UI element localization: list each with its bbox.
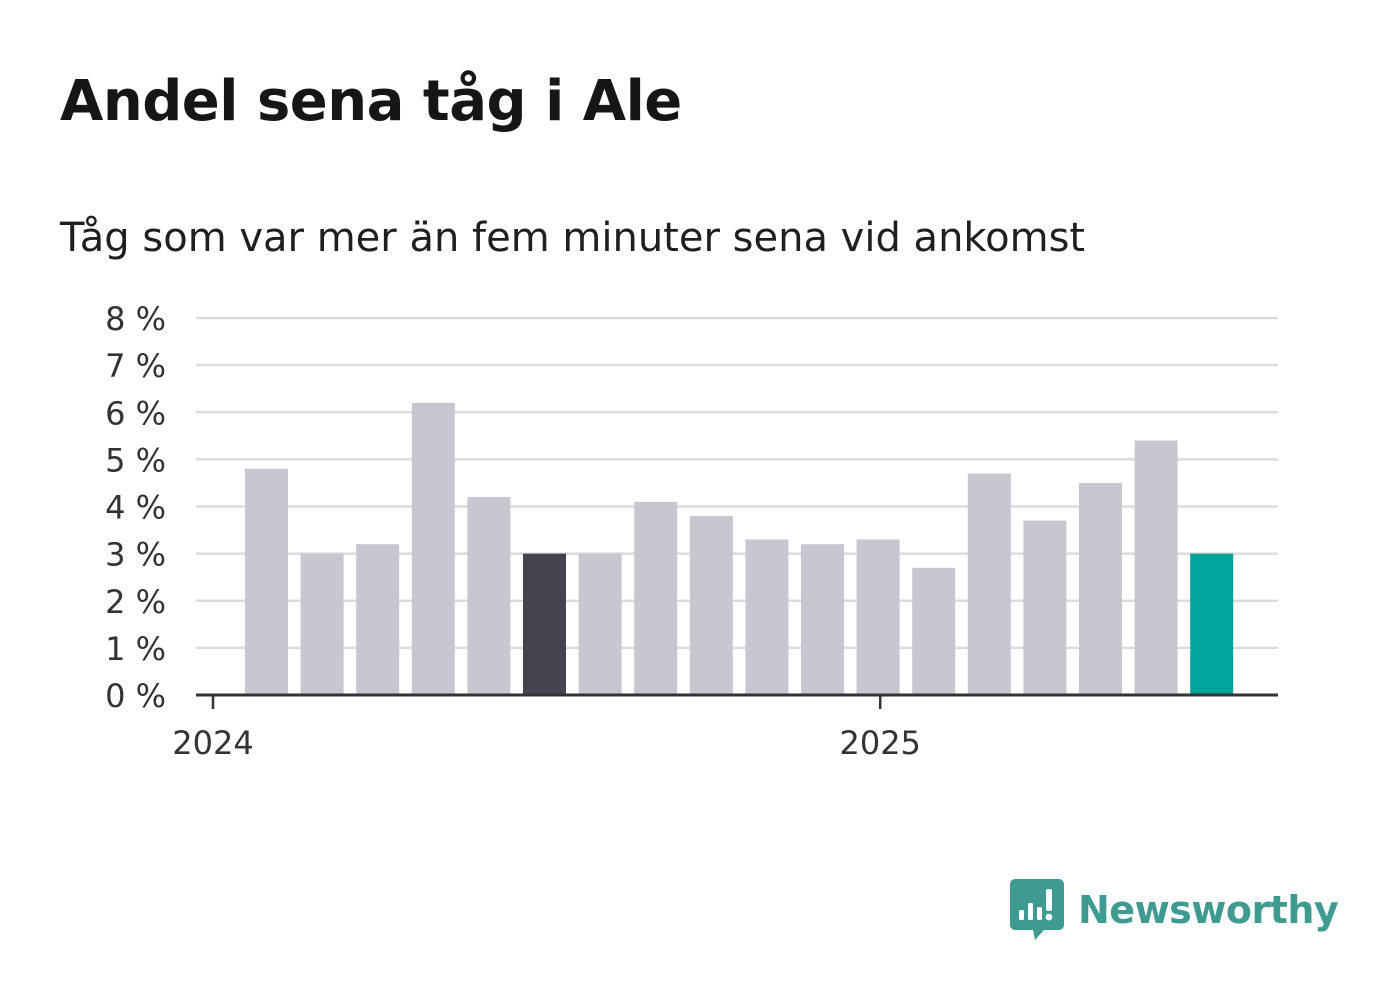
y-tick-label: 7 % xyxy=(105,347,166,385)
bar xyxy=(1190,553,1234,695)
newsworthy-logo-icon xyxy=(1010,879,1064,940)
bar xyxy=(578,553,622,695)
y-tick-label: 1 % xyxy=(105,630,166,668)
bar xyxy=(1079,482,1122,695)
y-tick-label: 5 % xyxy=(105,441,166,479)
bar xyxy=(689,515,733,695)
bar xyxy=(801,544,844,695)
y-tick-label: 3 % xyxy=(105,536,166,574)
bar xyxy=(912,567,956,695)
y-tick-label: 8 % xyxy=(105,300,166,338)
bar xyxy=(634,501,678,695)
brand-name: Newsworthy xyxy=(1078,888,1339,932)
x-tick-label: 2024 xyxy=(172,724,253,762)
brand-logo: Newsworthy xyxy=(1010,878,1339,942)
y-tick-label: 2 % xyxy=(105,583,166,621)
bar xyxy=(300,553,344,695)
bar xyxy=(467,497,511,695)
bar xyxy=(1134,440,1178,695)
x-tick-label: 2025 xyxy=(839,724,920,762)
bar xyxy=(356,544,400,695)
bar xyxy=(745,539,789,695)
bar xyxy=(1023,520,1067,695)
bar xyxy=(856,539,900,695)
chart-title: Andel sena tåg i Ale xyxy=(60,69,682,134)
bar xyxy=(411,402,455,695)
y-tick-label: 6 % xyxy=(105,394,166,432)
bar xyxy=(523,553,566,695)
y-tick-label: 4 % xyxy=(105,489,166,527)
bar xyxy=(967,473,1011,695)
y-tick-label: 0 % xyxy=(105,677,166,715)
bar xyxy=(245,468,288,695)
chart-subtitle: Tåg som var mer än fem minuter sena vid … xyxy=(60,215,1086,261)
